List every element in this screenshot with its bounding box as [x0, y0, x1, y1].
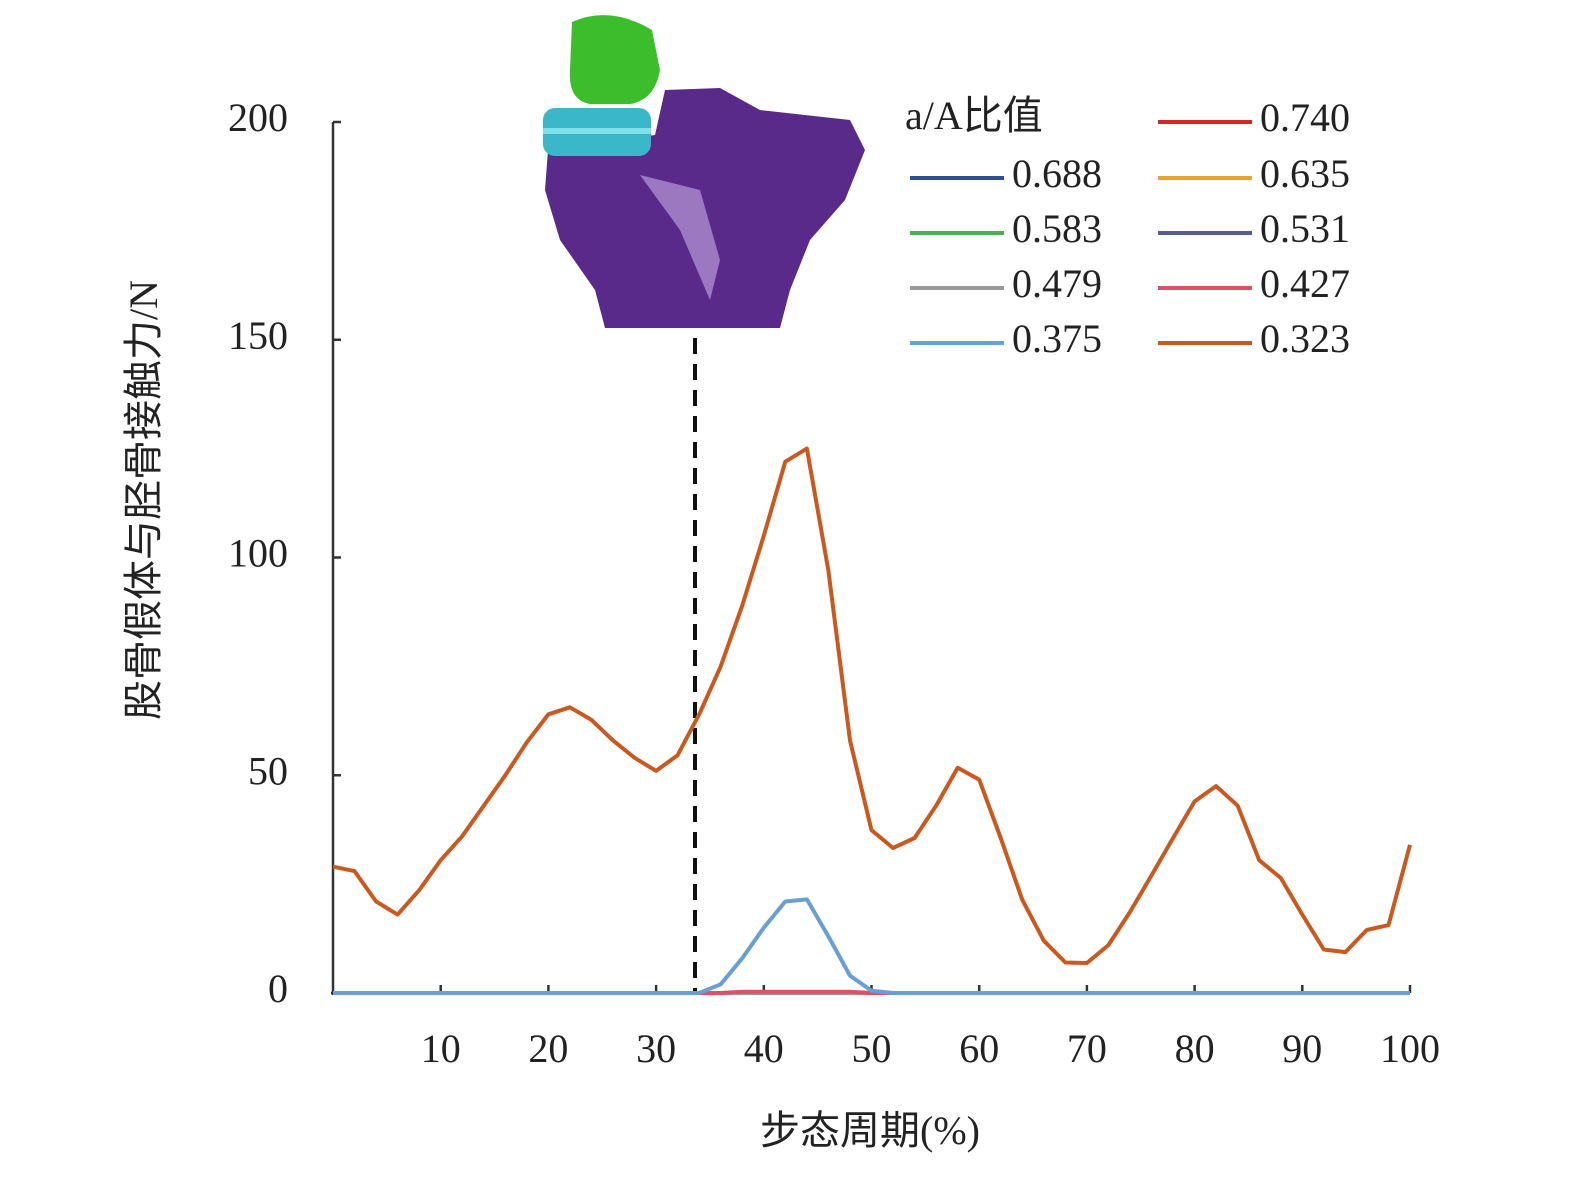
knee-illustration	[543, 15, 865, 328]
legend-label: 0.740	[1260, 95, 1350, 140]
x-tick-label: 40	[744, 1026, 784, 1071]
legend-label: 0.531	[1260, 206, 1350, 251]
x-tick-label: 50	[852, 1026, 892, 1071]
legend-label: 0.479	[1012, 261, 1102, 306]
y-tick-label: 100	[228, 531, 288, 576]
y-axis-label: 股骨假体与胫骨接触力/N	[121, 280, 166, 720]
legend-label: 0.635	[1260, 151, 1350, 196]
legend-label: 0.375	[1012, 316, 1102, 361]
x-tick-label: 60	[959, 1026, 999, 1071]
x-tick-label: 90	[1282, 1026, 1322, 1071]
legend-label: 0.323	[1260, 316, 1350, 361]
series-line	[332, 446, 1412, 965]
x-axis-label: 步态周期(%)	[760, 1108, 980, 1153]
legend-label: 0.583	[1012, 206, 1102, 251]
legend-label: 0.427	[1260, 261, 1350, 306]
y-tick-label: 150	[228, 313, 288, 358]
y-tick-label: 50	[248, 748, 288, 793]
x-tick-label: 100	[1380, 1026, 1440, 1071]
x-tick-label: 80	[1175, 1026, 1215, 1071]
x-tick-label: 70	[1067, 1026, 1107, 1071]
series-line	[333, 897, 1410, 995]
legend-label: 0.688	[1012, 151, 1102, 196]
x-tick-label: 30	[636, 1026, 676, 1071]
x-tick-label: 20	[528, 1026, 568, 1071]
y-tick-label: 0	[268, 966, 288, 1011]
legend-title: a/A比值	[905, 93, 1043, 138]
x-tick-label: 10	[421, 1026, 461, 1071]
y-tick-label: 200	[228, 95, 288, 140]
